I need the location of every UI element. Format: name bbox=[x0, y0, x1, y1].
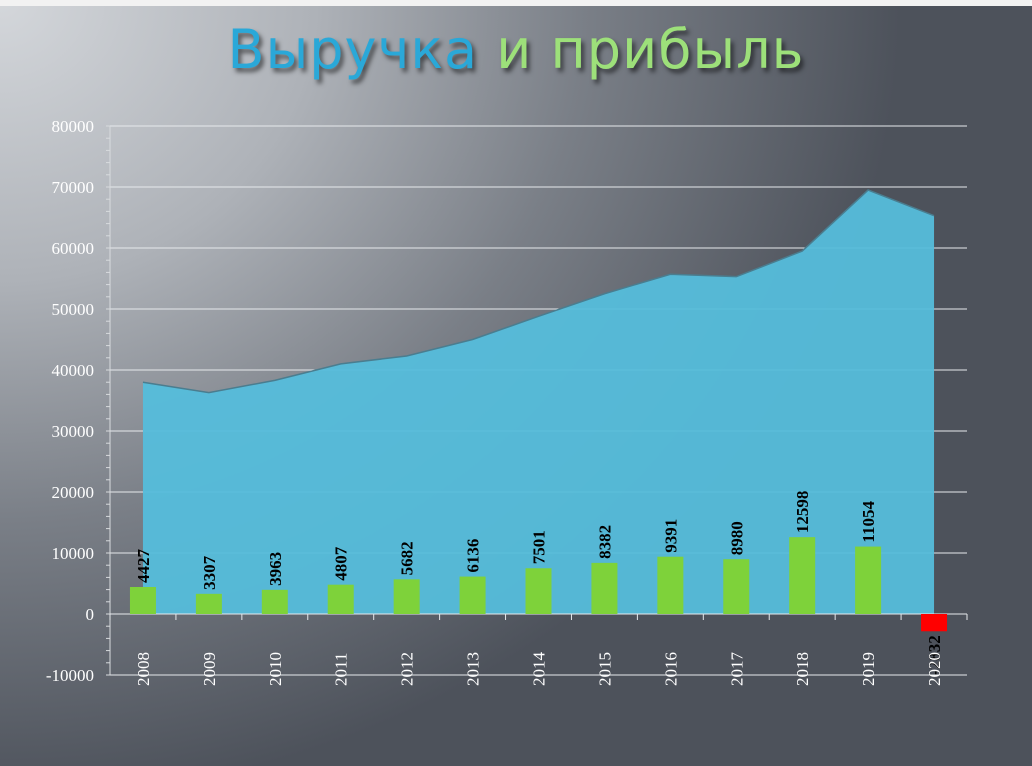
bar-value-label: 4427 bbox=[134, 548, 153, 583]
profit-bar bbox=[327, 584, 354, 614]
revenue-line bbox=[142, 189, 935, 394]
y-tick-label: 70000 bbox=[52, 178, 95, 197]
x-tick-label: 2013 bbox=[464, 652, 483, 686]
y-tick-label: 80000 bbox=[52, 117, 95, 136]
x-tick-label: 2018 bbox=[793, 652, 812, 686]
profit-bar bbox=[393, 579, 420, 614]
x-tick-label: 2015 bbox=[595, 652, 614, 686]
profit-bar bbox=[195, 593, 222, 614]
revenue-area bbox=[142, 190, 935, 615]
x-tick-label: 2014 bbox=[530, 652, 549, 687]
bar-value-label: 11054 bbox=[859, 501, 878, 543]
title-word-revenue: Выручка bbox=[227, 18, 479, 81]
x-tick-label: 2012 bbox=[398, 652, 417, 686]
x-tick-label: 2009 bbox=[200, 652, 219, 686]
profit-bar bbox=[261, 589, 288, 614]
profit-bar bbox=[789, 537, 816, 614]
profit-bar bbox=[591, 562, 618, 614]
bar-value-label: 3963 bbox=[266, 552, 285, 586]
y-tick-label: 40000 bbox=[52, 361, 95, 380]
profit-bar bbox=[525, 568, 552, 614]
y-tick-label: 50000 bbox=[52, 300, 95, 319]
y-tick-label: 0 bbox=[86, 605, 95, 624]
y-tick-label: -10000 bbox=[46, 666, 94, 685]
y-tick-label: 60000 bbox=[52, 239, 95, 258]
y-tick-label: 10000 bbox=[52, 544, 95, 563]
bar-value-label: 5682 bbox=[398, 541, 417, 575]
bar-value-label: 12598 bbox=[793, 491, 812, 534]
bar-value-label: 8382 bbox=[595, 525, 614, 559]
x-tick-label: 2016 bbox=[661, 652, 680, 686]
profit-bar bbox=[855, 546, 882, 614]
title-word-profit: и прибыль bbox=[496, 18, 805, 81]
profit-bar bbox=[921, 614, 948, 632]
bar-value-label: 8980 bbox=[727, 521, 746, 555]
bar-value-label: 7501 bbox=[530, 530, 549, 564]
x-tick-label: 2010 bbox=[266, 652, 285, 686]
profit-bar bbox=[459, 576, 486, 614]
x-tick-label: 2020 bbox=[925, 652, 944, 686]
x-tick-label: 2008 bbox=[134, 652, 153, 686]
top-bar bbox=[0, 0, 1032, 6]
bar-value-label: 4807 bbox=[332, 546, 351, 581]
x-tick-label: 2017 bbox=[727, 652, 746, 687]
bar-value-label: 3307 bbox=[200, 555, 219, 590]
x-tick-label: 2019 bbox=[859, 652, 878, 686]
x-tick-label: 2011 bbox=[332, 653, 351, 686]
profit-bar bbox=[129, 586, 156, 614]
bar-value-label: 6136 bbox=[464, 539, 483, 573]
chart-title: Выручка и прибыль bbox=[0, 18, 1032, 81]
bar-value-label: -2832 bbox=[925, 635, 944, 675]
bar-value-label: 9391 bbox=[661, 519, 680, 553]
profit-bar bbox=[723, 559, 750, 614]
y-tick-label: 20000 bbox=[52, 483, 95, 502]
y-tick-label: 30000 bbox=[52, 422, 95, 441]
profit-bar bbox=[657, 556, 684, 614]
